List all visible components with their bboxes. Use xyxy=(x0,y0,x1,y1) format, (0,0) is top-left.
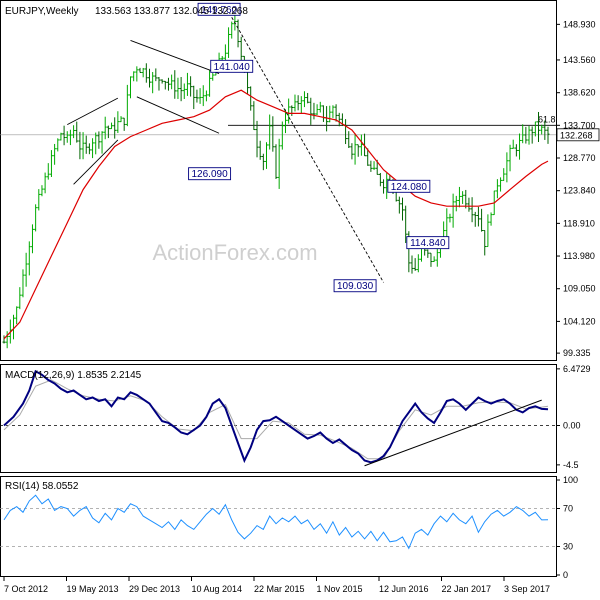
time-tick-label: 10 Aug 2014 xyxy=(192,584,243,594)
price-annotation-label: 141.040 xyxy=(214,62,251,73)
macd-label: MACD(12,26,9) 1.8535 2.2145 xyxy=(5,370,142,381)
rsi-tick-label: 0 xyxy=(563,570,568,580)
time-tick-label: 3 Sep 2017 xyxy=(504,584,550,594)
price-panel xyxy=(0,0,557,361)
rsi-label: RSI(14) 58.0552 xyxy=(5,481,79,492)
rsi-tick-label: 70 xyxy=(563,504,573,514)
time-tick-label: 12 Jun 2016 xyxy=(379,584,429,594)
price-annotation-label: 149.760 xyxy=(201,5,238,16)
rsi-tick-label: 30 xyxy=(563,542,573,552)
time-tick-label: 7 Oct 2012 xyxy=(4,584,48,594)
rsi-line xyxy=(3,494,549,550)
price-tick-label: 99.335 xyxy=(563,348,591,358)
price-tick-label: 138.620 xyxy=(563,88,596,98)
last-value-box xyxy=(556,128,600,142)
trendline-upper-1 xyxy=(67,97,119,126)
price-tick-label: 113.980 xyxy=(563,251,595,261)
trendline-lower-1 xyxy=(73,139,119,185)
wedge-lower xyxy=(136,96,220,134)
macd-tick-label: 0.00 xyxy=(563,421,581,431)
price-annotation-box xyxy=(197,2,241,16)
price-annotation-label: 126.090 xyxy=(192,169,229,180)
price-annotation-label: 109.030 xyxy=(337,281,374,292)
fib-label: 61.8 xyxy=(538,114,556,124)
time-tick-label: 22 Jan 2017 xyxy=(442,584,492,594)
price-annotation-box xyxy=(333,279,377,293)
price-annotation-label: 114.840 xyxy=(410,238,446,249)
wedge-upper xyxy=(130,40,220,75)
price-tick-label: 118.910 xyxy=(563,218,595,228)
time-axis-ticks: 7 Oct 2012 19 May 2013 29 Dec 2013 10 Aug 2… xyxy=(3,577,550,594)
moving-average xyxy=(3,89,549,340)
time-tick-label: 29 Dec 2013 xyxy=(129,584,180,594)
price-tick-label: 109.050 xyxy=(563,284,596,294)
price-annotations: 149.760 141.040 126.090 124.080 114.840 109.0… xyxy=(188,2,450,293)
chart-title: EURJPY,Weekly xyxy=(5,6,79,17)
rsi-lines: 100 70 30 0 xyxy=(0,475,578,580)
time-tick-label: 22 Mar 2015 xyxy=(254,584,305,594)
fib-level: 61.8 132.268 xyxy=(0,114,600,142)
trendlines xyxy=(67,17,384,283)
price-axis-ticks: 148.930 143.560 138.620 133.700 128.770 123.8… xyxy=(556,19,596,358)
price-tick-label: 123.840 xyxy=(563,186,596,196)
price-tick-label: 148.930 xyxy=(563,19,596,29)
time-tick-label: 1 Nov 2015 xyxy=(317,584,363,594)
ma-line xyxy=(3,89,549,340)
price-tick-label: 133.700 xyxy=(563,120,596,130)
ohlc-readout: 133.563 133.877 132.045 132.268 xyxy=(95,6,248,17)
macd-tick-label: 6.4729 xyxy=(563,364,591,374)
watermark: ActionForex.com xyxy=(152,240,317,265)
price-tick-label: 128.770 xyxy=(563,153,596,163)
macd-main-line xyxy=(3,369,549,464)
macd-lines: 6.4729 0.00 -4.5 xyxy=(0,364,591,470)
last-value-label: 132.268 xyxy=(560,130,593,140)
price-tick-label: 143.560 xyxy=(563,55,596,65)
price-annotation-box xyxy=(406,236,450,250)
price-annotation-box xyxy=(387,179,431,193)
price-annotation-box xyxy=(210,59,254,73)
time-tick-label: 19 May 2013 xyxy=(67,584,119,594)
rsi-tick-label: 100 xyxy=(563,475,578,485)
price-annotation-box xyxy=(188,167,232,181)
price-annotation-label: 124.080 xyxy=(391,182,428,193)
dashed-decline-line xyxy=(231,17,384,283)
rsi-panel xyxy=(0,476,557,577)
macd-tick-label: -4.5 xyxy=(563,460,579,470)
macd-trendline xyxy=(364,399,542,467)
price-tick-label: 104.120 xyxy=(563,316,596,326)
